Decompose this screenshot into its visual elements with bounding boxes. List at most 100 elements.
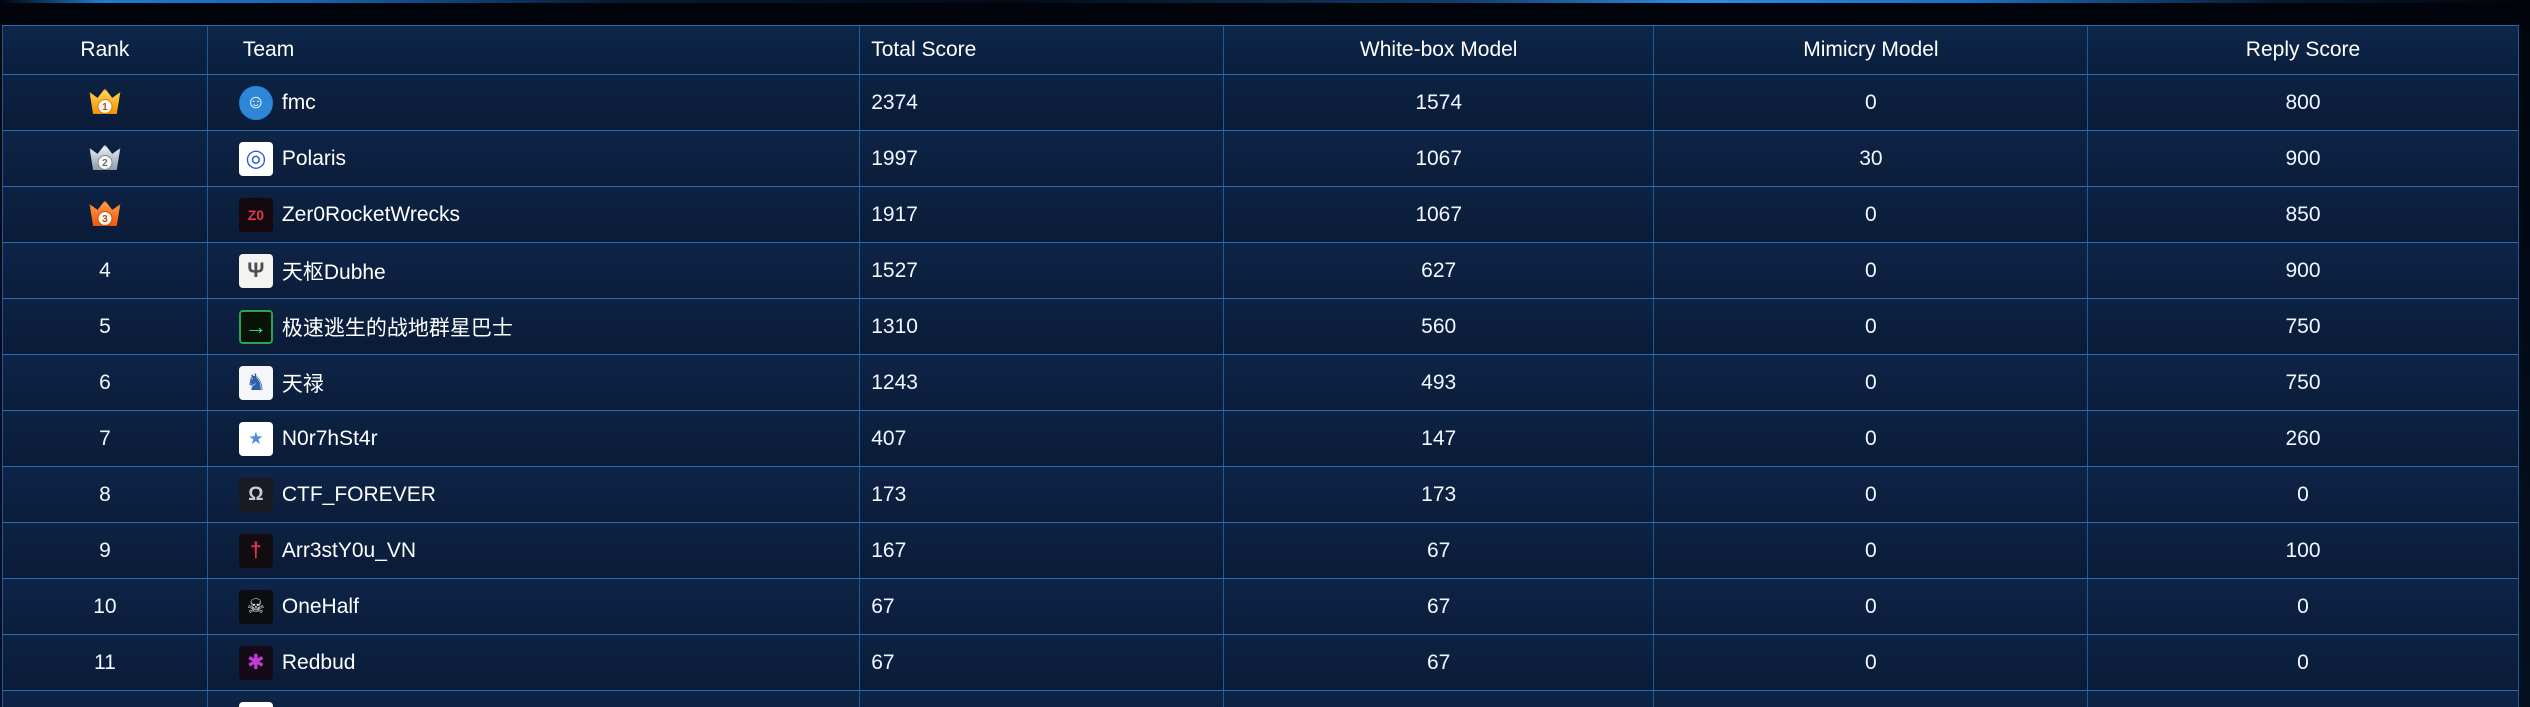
galaxy-swirl-icon: ◎: [238, 141, 273, 176]
rank-number: 10: [93, 594, 117, 618]
total-score-cell: 173: [859, 467, 1223, 522]
rank-number: 8: [99, 482, 111, 506]
column-header-total: Total Score: [859, 26, 1223, 74]
rank-number: 4: [99, 258, 111, 282]
rank-number: 5: [99, 314, 111, 338]
rank-cell: 10: [3, 579, 207, 634]
whitebox-score-cell: 560: [1222, 299, 1654, 354]
total-score-cell: 167: [859, 523, 1223, 578]
reply-score-cell: 900: [2087, 131, 2517, 186]
total-score-cell: 1243: [859, 355, 1223, 410]
mimicry-score-cell: 0: [1653, 411, 2087, 466]
helmet-logo-icon: Ω: [238, 477, 273, 512]
table-row[interactable]: 7 ★ N0r7hSt4r 407 147 0 260: [3, 410, 2518, 466]
team-name: Zer0RocketWrecks: [281, 202, 461, 226]
exit-run-sign-icon: →: [238, 309, 273, 344]
total-score-cell: 40: [859, 691, 1223, 707]
team-name: Redbud: [281, 650, 356, 674]
team-cell: ♞ 天禄: [206, 355, 859, 410]
table-row[interactable]: 11 ✱ Redbud 67 67 0 0: [3, 634, 2518, 690]
qilin-crest-icon: ♞: [238, 365, 273, 400]
rank-cell: 12: [3, 691, 207, 707]
mimicry-score-cell: 0: [1653, 243, 2087, 298]
rank-number: 7: [99, 426, 111, 450]
table-row[interactable]: 2 ◎ Polaris 1997 1067 30 900: [3, 130, 2518, 186]
team-cell: ✱ Redbud: [206, 635, 859, 690]
column-header-rank: Rank: [80, 38, 130, 61]
whitebox-score-cell: 493: [1222, 355, 1654, 410]
total-score-cell: 1527: [859, 243, 1223, 298]
reply-score-cell: 900: [2087, 243, 2517, 298]
whitebox-score-cell: 1574: [1222, 75, 1654, 130]
table-row[interactable]: 10 ☠ OneHalf 67 67 0 0: [3, 578, 2518, 634]
mimicry-score-cell: 0: [1653, 691, 2087, 707]
total-score-cell: 2374: [859, 75, 1223, 130]
rocket-text-logo-icon: Z0: [238, 197, 273, 232]
rank-cell: 11: [3, 635, 207, 690]
whitebox-score-cell: 147: [1222, 411, 1654, 466]
team-name: Arr3stY0u_VN: [281, 538, 417, 562]
rank-crown-icon-gold: 1: [89, 88, 121, 117]
whitebox-score-cell: 1067: [1222, 187, 1654, 242]
column-header-team: Team: [206, 26, 859, 74]
red-figure-icon: †: [238, 533, 273, 568]
total-score-cell: 407: [859, 411, 1223, 466]
team-cell: ☠ OneHalf: [206, 579, 859, 634]
rank-cell: 1: [3, 75, 207, 130]
whitebox-score-cell: 67: [1222, 635, 1654, 690]
crown-rank-badge: 2: [97, 154, 113, 170]
column-header-reply: Reply Score: [2087, 26, 2517, 74]
team-name: CTF_FOREVER: [281, 482, 436, 506]
mimicry-score-cell: 0: [1653, 523, 2087, 578]
team-cell: Ψ 天枢Dubhe: [206, 243, 859, 298]
team-name: OneHalf: [281, 594, 359, 618]
table-header-row: Rank Team Total Score White-box Model Mimicr…: [3, 26, 2518, 74]
reply-score-cell: 850: [2087, 187, 2517, 242]
reply-score-cell: 750: [2087, 299, 2517, 354]
mimicry-score-cell: 0: [1653, 187, 2087, 242]
reply-score-cell: 750: [2087, 355, 2517, 410]
reply-score-cell: 0: [2087, 691, 2517, 707]
team-cell: → 极速逃生的战地群星巴士: [206, 299, 859, 354]
team-cell: ☺ fmc: [206, 75, 859, 130]
rank-cell: 5: [3, 299, 207, 354]
table-row[interactable]: 9 † Arr3stY0u_VN 167 67 0 100: [3, 522, 2518, 578]
team-name: 灵盾: [282, 704, 324, 707]
reply-score-cell: 0: [2087, 635, 2517, 690]
whitebox-score-cell: 67: [1222, 523, 1654, 578]
whitebox-score-cell: 627: [1222, 243, 1654, 298]
rank-cell: 7: [3, 411, 207, 466]
total-score-cell: 1310: [859, 299, 1223, 354]
rank-crown-icon-bronze: 3: [89, 200, 121, 229]
team-name: 极速逃生的战地群星巴士: [281, 316, 513, 340]
rank-number: 6: [99, 370, 111, 394]
table-row[interactable]: 12 Ⓢ 灵盾 40 40 0 0: [3, 690, 2518, 707]
crown-rank-badge: 3: [97, 210, 113, 226]
mimicry-score-cell: 0: [1653, 299, 2087, 354]
redbud-flower-icon: ✱: [238, 645, 273, 680]
table-row[interactable]: 8 Ω CTF_FOREVER 173 173 0 0: [3, 466, 2518, 522]
table-body: 1 ☺ fmc 2374 1574 0 800 2 ◎ Polaris 1997…: [3, 74, 2518, 707]
mimicry-score-cell: 0: [1653, 467, 2087, 522]
mimicry-score-cell: 0: [1653, 635, 2087, 690]
rank-crown-icon-silver: 2: [89, 144, 121, 173]
mimicry-score-cell: 0: [1653, 579, 2087, 634]
whitebox-score-cell: 1067: [1222, 131, 1654, 186]
team-cell: Ω CTF_FOREVER: [206, 467, 859, 522]
total-score-cell: 67: [859, 579, 1223, 634]
ink-deer-icon: Ψ: [238, 253, 273, 288]
table-row[interactable]: 3 Z0 Zer0RocketWrecks 1917 1067 0 850: [3, 186, 2518, 242]
reply-score-cell: 0: [2087, 467, 2517, 522]
crown-rank-badge: 1: [97, 98, 113, 114]
table-row[interactable]: 6 ♞ 天禄 1243 493 0 750: [3, 354, 2518, 410]
table-row[interactable]: 1 ☺ fmc 2374 1574 0 800: [3, 74, 2518, 130]
rank-cell: 3: [3, 187, 207, 242]
whitebox-score-cell: 40: [1222, 691, 1654, 707]
top-accent-line: [0, 0, 2530, 3]
table-row[interactable]: 5 → 极速逃生的战地群星巴士 1310 560 0 750: [3, 298, 2518, 354]
north-star-bird-icon: ★: [238, 421, 273, 456]
mimicry-score-cell: 30: [1653, 131, 2087, 186]
table-row[interactable]: 4 Ψ 天枢Dubhe 1527 627 0 900: [3, 242, 2518, 298]
column-header-mimicry: Mimicry Model: [1653, 26, 2087, 74]
